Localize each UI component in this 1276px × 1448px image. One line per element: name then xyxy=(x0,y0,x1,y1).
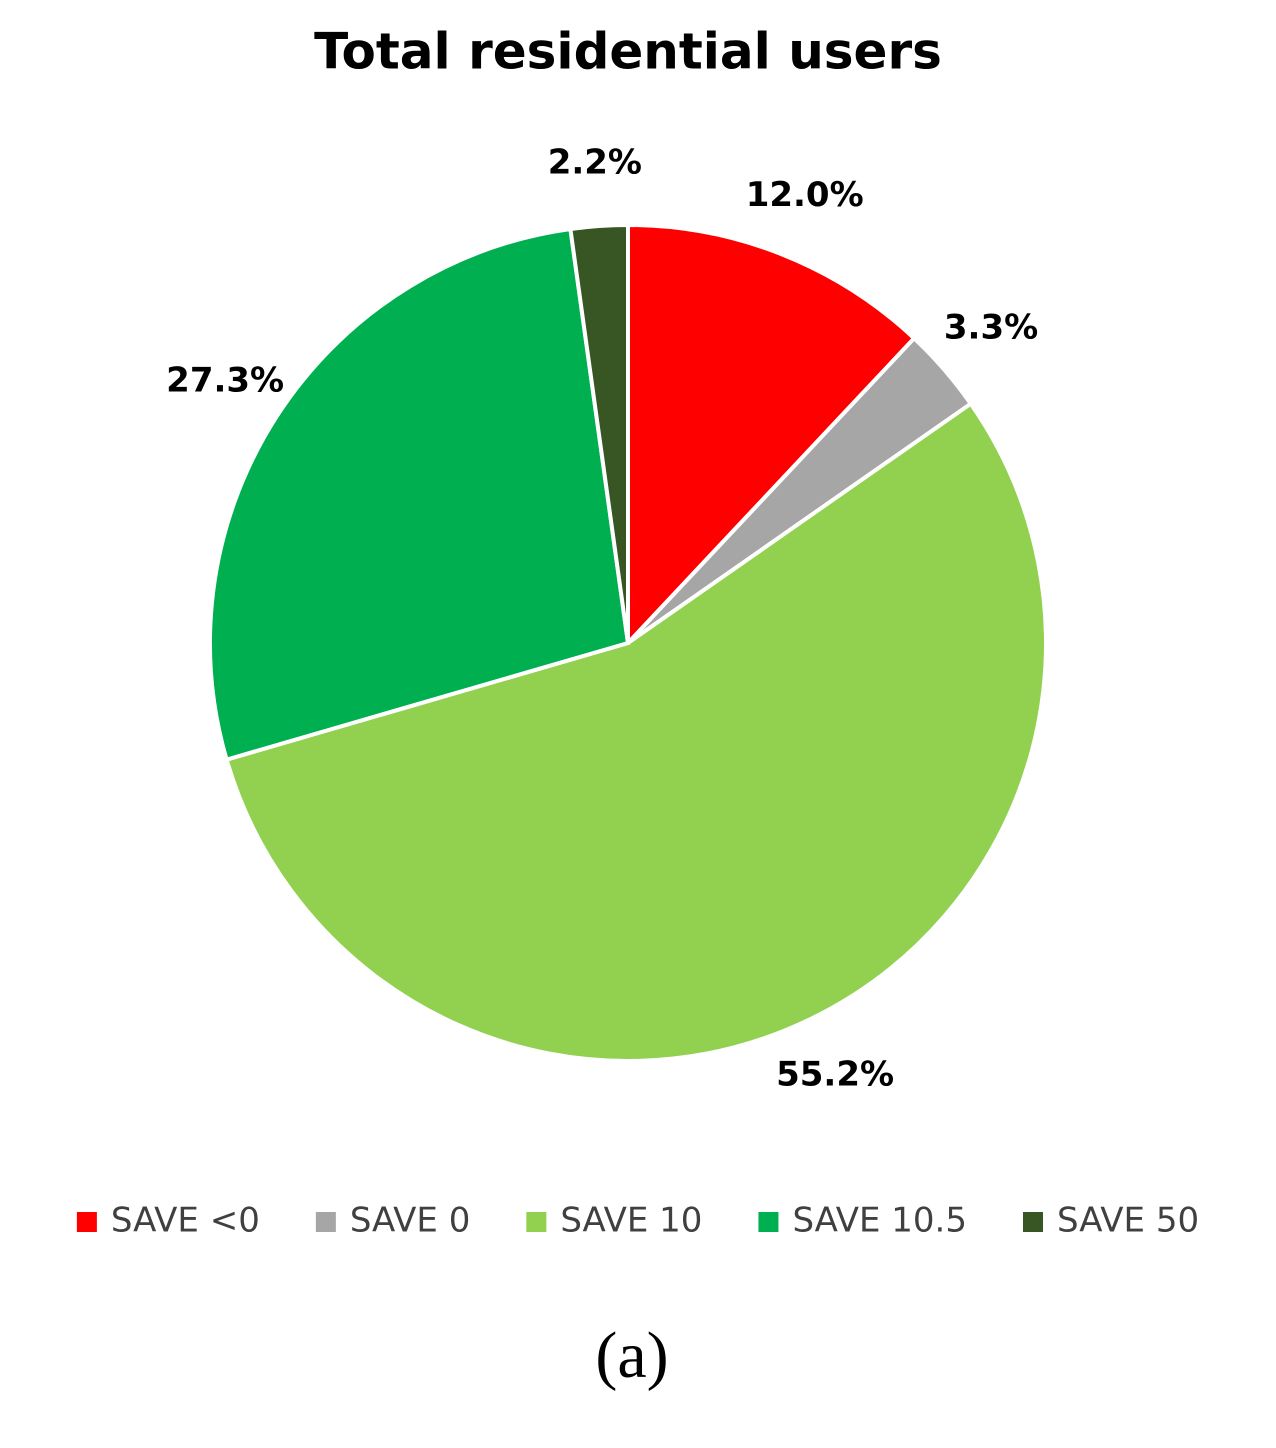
legend-marker xyxy=(315,1212,336,1232)
data-label: 2.2% xyxy=(548,143,642,183)
legend-label: SAVE 0 xyxy=(350,1201,470,1241)
pie-slice xyxy=(208,226,631,763)
pie-slice xyxy=(626,222,917,649)
legend-label: SAVE 10.5 xyxy=(792,1201,967,1241)
legend-label: SAVE <0 xyxy=(111,1201,260,1241)
caption: (a) xyxy=(595,1319,668,1392)
legend-label: SAVE 50 xyxy=(1057,1201,1199,1241)
legend-label: SAVE 10 xyxy=(560,1201,702,1241)
chart-title: Total residential users xyxy=(314,23,942,81)
legend-marker xyxy=(76,1212,97,1232)
legend-marker xyxy=(526,1212,547,1232)
data-label: 3.3% xyxy=(944,307,1038,347)
legend-marker xyxy=(1023,1212,1044,1232)
data-label: 55.2% xyxy=(776,1055,894,1095)
pie-slice xyxy=(224,400,1048,1063)
pie-slice xyxy=(568,222,630,644)
legend-marker xyxy=(758,1212,779,1232)
data-label: 27.3% xyxy=(166,360,284,400)
data-label: 12.0% xyxy=(746,175,864,215)
